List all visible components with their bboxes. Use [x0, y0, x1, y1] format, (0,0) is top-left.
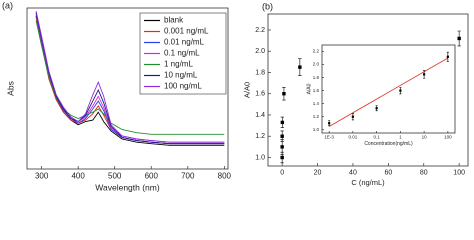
- x-tick-label: 100: [453, 169, 465, 176]
- data-point: [280, 155, 284, 160]
- x-tick-label: 1E-3: [324, 134, 334, 139]
- data-point: [446, 55, 449, 58]
- data-point: [282, 92, 286, 96]
- y-tick-label: 2.2: [255, 27, 265, 34]
- x-axis-label: Wavelength (nm): [95, 182, 160, 192]
- legend-label: 10 ng/mL: [164, 71, 198, 80]
- y-axis-label: Abs: [5, 81, 15, 96]
- x-tick-label: 800: [218, 172, 232, 181]
- y-tick-label: 1.6: [313, 88, 320, 93]
- legend-label: 0.001 ng/mL: [164, 27, 209, 36]
- data-point: [280, 120, 285, 125]
- y-tick-label: 1.0: [313, 127, 320, 132]
- x-tick-label: 80: [420, 169, 428, 176]
- x-tick-label: 40: [349, 169, 357, 176]
- y-tick-label: 1.4: [313, 101, 320, 106]
- x-tick-label: 700: [181, 172, 195, 181]
- x-tick-label: 400: [71, 172, 85, 181]
- panel-label: (b): [262, 1, 273, 11]
- x-tick-label: 0.01: [349, 134, 358, 139]
- data-point: [328, 122, 331, 125]
- x-tick-label: 20: [314, 169, 322, 176]
- x-tick-label: 10: [422, 134, 428, 139]
- y-tick-label: 1.4: [255, 112, 265, 119]
- legend-label: 0.01 ng/mL: [164, 38, 205, 47]
- data-point: [280, 145, 284, 149]
- y-axis-label: A/A0: [306, 83, 312, 94]
- x-tick-label: 300: [35, 172, 49, 181]
- data-point: [399, 89, 402, 92]
- y-tick-label: 1.8: [313, 75, 320, 80]
- spectrum-line: [35, 20, 225, 135]
- y-tick-label: 1.6: [255, 91, 265, 98]
- legend-label: 100 ng/mL: [164, 82, 202, 91]
- y-tick-label: 1.0: [255, 154, 265, 161]
- page: (a) 300 400 500 600 700 800 Wavelength (nm) Abs b…: [2, 0, 469, 193]
- panel-label: (a): [2, 0, 13, 10]
- legend-label: 0.1 ng/mL: [164, 49, 200, 58]
- x-tick-label: 600: [145, 172, 159, 181]
- legend-label: blank: [164, 16, 184, 25]
- legend-label: 1 ng/mL: [164, 60, 193, 69]
- x-tick-label: 60: [384, 169, 392, 176]
- x-tick-label: 500: [108, 172, 122, 181]
- data-point: [298, 65, 302, 69]
- y-tick-label: 1.8: [255, 69, 265, 76]
- x-tick-label: 100: [444, 134, 452, 139]
- x-axis-label: Concentration(ng/mL): [364, 141, 413, 147]
- data-point: [375, 107, 378, 110]
- spectrum-line: [35, 11, 225, 143]
- y-tick-label: 2.0: [255, 48, 265, 55]
- y-tick-label: 1.2: [313, 114, 320, 119]
- x-tick-label: 1: [399, 134, 402, 139]
- data-point: [280, 134, 284, 138]
- y-tick-label: 2.0: [313, 62, 320, 67]
- y-axis-label: A/A0: [243, 82, 252, 98]
- y-tick-label: 2.2: [313, 49, 320, 54]
- x-axis-label: C (ng/mL): [351, 178, 385, 187]
- data-point: [351, 115, 354, 118]
- fit-line: [328, 57, 449, 127]
- y-tick-label: 1.2: [255, 133, 265, 140]
- data-point: [457, 36, 461, 41]
- data-point: [423, 73, 426, 76]
- x-tick-label: 0: [280, 169, 284, 176]
- x-tick-label: 0.1: [373, 134, 380, 139]
- plot-frame: [321, 44, 456, 134]
- spectrum-line: [35, 12, 225, 145]
